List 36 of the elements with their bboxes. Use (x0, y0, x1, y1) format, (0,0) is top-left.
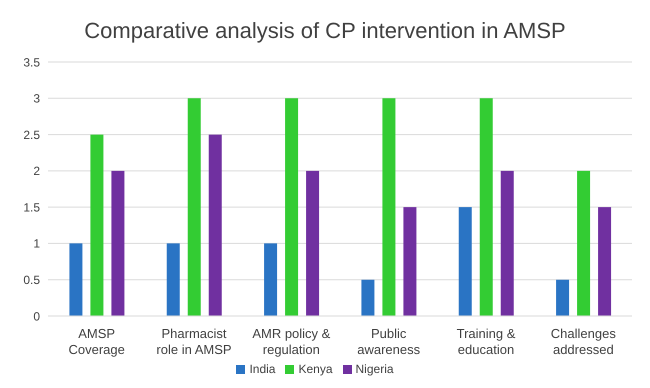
bar (500, 170, 514, 316)
y-tick-label: 3 (33, 92, 40, 106)
bar (403, 207, 416, 316)
x-tick-label: Public awareness (357, 326, 421, 357)
y-tick-label: 0 (33, 309, 40, 324)
x-tick-label: Pharmacist role in AMSP (156, 326, 232, 357)
bar (69, 243, 82, 316)
bar (208, 134, 222, 316)
y-tick-label: 2.5 (23, 128, 40, 142)
chart-title: Comparative analysis of CP intervention in AMSP (83, 17, 567, 45)
x-tick-label: AMSP Coverage (68, 326, 125, 357)
bar (166, 243, 180, 316)
bar (361, 280, 374, 316)
y-tick-label: 1.5 (23, 200, 40, 214)
bar (111, 170, 124, 316)
bar (480, 98, 493, 316)
y-tick-label: 0.5 (23, 272, 40, 287)
bar (458, 207, 472, 316)
bar (264, 243, 278, 316)
x-tick-label: Training & education (456, 326, 516, 357)
legend-label: India (249, 362, 276, 376)
bar (577, 170, 590, 316)
bar (285, 98, 298, 316)
bar (382, 98, 396, 316)
y-tick-label: 2 (33, 164, 40, 178)
bar (306, 170, 320, 316)
bar (90, 134, 104, 316)
y-tick-label: 1 (33, 236, 40, 251)
x-tick-label: Challenges addressed (550, 326, 616, 357)
y-tick-label: 3.5 (23, 55, 40, 70)
bar (598, 207, 612, 316)
legend-label: Nigeria (356, 362, 394, 376)
legend-label: Kenya (298, 362, 333, 376)
x-tick-label: AMR policy & regulation (252, 326, 331, 357)
bar (188, 98, 201, 316)
bar (556, 280, 570, 316)
